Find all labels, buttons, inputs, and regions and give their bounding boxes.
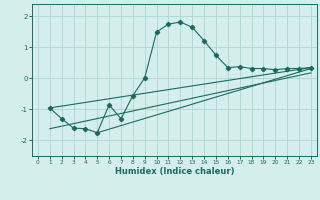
X-axis label: Humidex (Indice chaleur): Humidex (Indice chaleur) bbox=[115, 167, 234, 176]
